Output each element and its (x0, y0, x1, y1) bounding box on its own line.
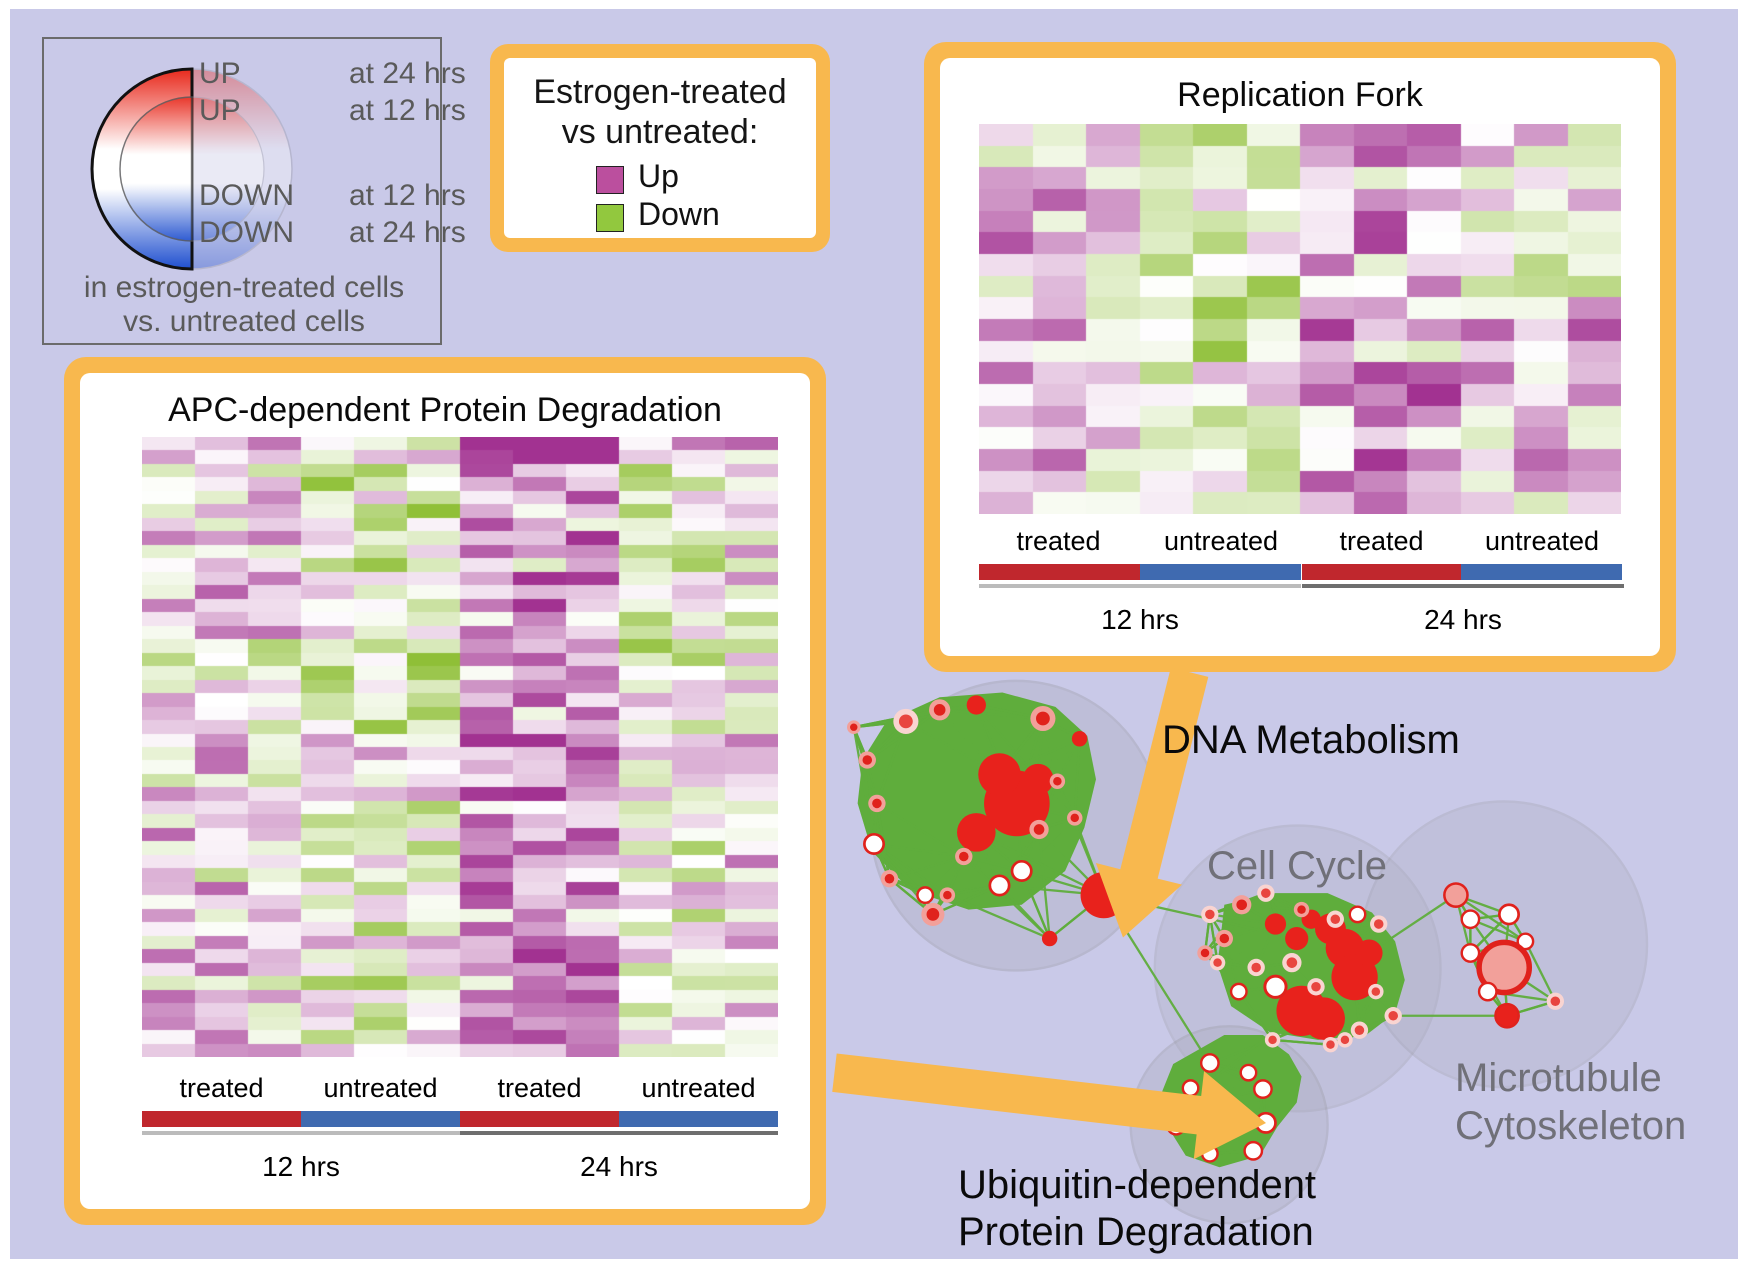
svg-text:Cytoskeleton: Cytoskeleton (1455, 1104, 1686, 1148)
svg-text:Protein Degradation: Protein Degradation (958, 1210, 1314, 1254)
svg-text:Ubiquitin-dependent: Ubiquitin-dependent (958, 1163, 1316, 1207)
svg-text:DNA Metabolism: DNA Metabolism (1162, 718, 1460, 762)
svg-text:Cell Cycle: Cell Cycle (1207, 844, 1387, 888)
svg-text:Microtubule: Microtubule (1455, 1056, 1662, 1100)
